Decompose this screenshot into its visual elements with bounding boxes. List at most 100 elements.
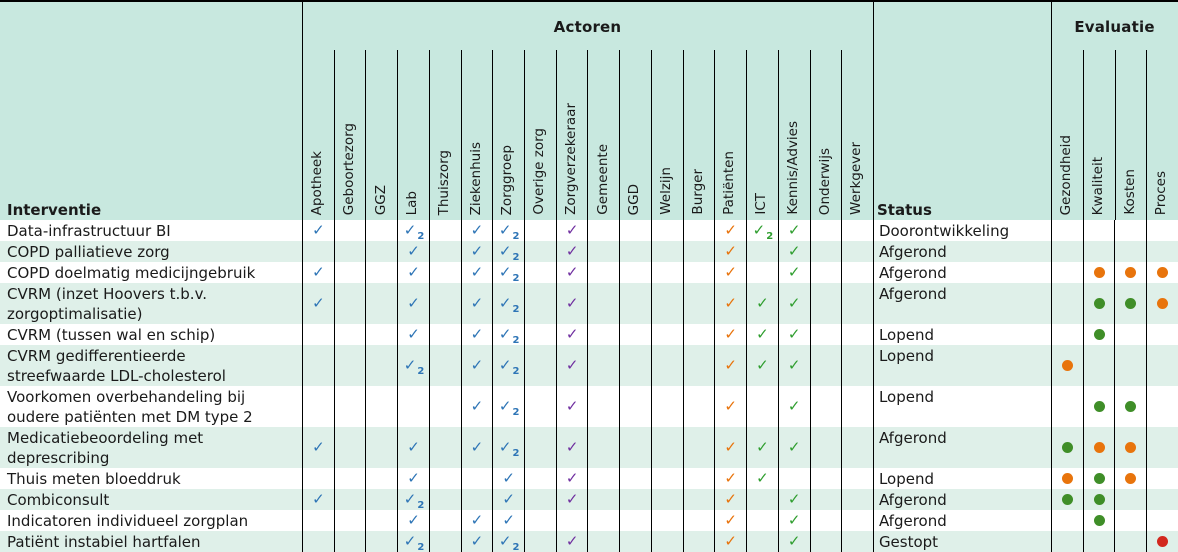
actor-cell: ✓ — [746, 324, 778, 345]
check-icon: ✓ — [787, 490, 801, 508]
check-icon: ✓ — [724, 263, 737, 281]
actor-cell — [650, 324, 683, 345]
actor-cell — [365, 531, 397, 552]
table-row: COPD doelmatig medicijngebruik ✓ ✓ ✓ ✓2 ✓ ✓ ✓ Af… — [0, 262, 1178, 283]
actor-cell — [524, 468, 556, 489]
actor-cell: ✓ — [397, 468, 429, 489]
evaluation-cell — [1050, 262, 1083, 283]
check-icon: ✓ — [787, 511, 801, 529]
actor-cell — [333, 510, 366, 531]
evaluation-cell — [1146, 241, 1178, 262]
evaluation-cell — [1050, 283, 1083, 324]
actor-cell: ✓2 — [397, 531, 429, 552]
evaluation-cell — [1050, 510, 1083, 531]
actor-cell — [333, 468, 366, 489]
evaluation-dot-orange — [1061, 360, 1073, 371]
evaluation-column-header: Proces — [1146, 171, 1178, 215]
check-icon: ✓ — [787, 532, 801, 550]
actor-cell — [333, 241, 366, 262]
actor-cell: ✓ — [460, 510, 493, 531]
actor-column-header: Lab — [397, 191, 429, 215]
actor-cell — [650, 241, 683, 262]
table-header: Actoren Evaluatie Interventie Status Apo… — [0, 2, 1178, 220]
actor-cell — [619, 468, 651, 489]
column-separator-line — [777, 50, 779, 220]
check-icon: ✓ — [407, 438, 420, 456]
actor-cell — [841, 531, 873, 552]
actor-cell — [682, 427, 715, 468]
status-value: Afgerond — [872, 283, 1051, 324]
check-icon: ✓ — [565, 263, 579, 281]
intervention-label: Voorkomen overbehandeling bij oudere pat… — [7, 387, 253, 426]
check-icon: ✓ — [470, 532, 484, 550]
actor-cell — [428, 220, 461, 241]
actor-cell: ✓ — [714, 531, 746, 552]
major-separator-line — [873, 2, 874, 220]
check-icon: ✓2 — [498, 242, 520, 263]
actor-cell: ✓ — [302, 220, 334, 241]
check-icon: ✓ — [724, 438, 737, 456]
check-icon: ✓ — [565, 221, 579, 239]
evaluation-dot-green — [1061, 442, 1073, 453]
evaluation-cell — [1146, 489, 1178, 510]
column-separator-line — [1146, 50, 1148, 220]
actor-cell — [619, 386, 651, 427]
actor-cell — [746, 241, 778, 262]
check-icon: ✓ — [407, 242, 420, 260]
actor-cell — [428, 386, 461, 427]
check-icon: ✓ — [312, 263, 325, 281]
check-icon: ✓ — [565, 397, 579, 415]
check-subscript: 2 — [512, 448, 520, 459]
actor-column-header-label: Welzijn — [658, 167, 675, 215]
actor-column-header-label: ICT — [753, 193, 770, 215]
actor-cell — [841, 283, 873, 324]
check-icon: ✓ — [756, 325, 769, 343]
table-body: Data-infrastructuur BI ✓ ✓2 ✓ ✓2 ✓ ✓ ✓2 ✓ Dooront… — [0, 220, 1178, 552]
column-separator-line — [492, 50, 494, 220]
evaluation-cell — [1050, 345, 1083, 386]
actor-cell — [809, 531, 842, 552]
actor-cell: ✓ — [777, 489, 810, 510]
evaluation-column-header: Kwaliteit — [1083, 157, 1115, 215]
evaluation-cell — [1146, 531, 1178, 552]
actor-cell: ✓ — [492, 489, 524, 510]
actor-cell — [397, 386, 429, 427]
actor-cell: ✓ — [555, 531, 588, 552]
check-icon: ✓ — [407, 294, 420, 312]
actor-cell — [619, 283, 651, 324]
check-icon: ✓ — [724, 294, 737, 312]
actor-column-header-label: Zorggroep — [499, 144, 516, 215]
actor-cell: ✓ — [746, 468, 778, 489]
actor-cell — [809, 262, 842, 283]
actor-cell: ✓2 — [492, 220, 524, 241]
actor-cell: ✓ — [302, 427, 334, 468]
actor-cell — [682, 241, 715, 262]
actor-cell — [428, 324, 461, 345]
actor-cell — [428, 489, 461, 510]
actor-cell: ✓ — [460, 324, 493, 345]
check-icon: ✓ — [787, 397, 801, 415]
evaluation-column-header: Kosten — [1115, 169, 1147, 215]
intervention-column-header: Interventie — [7, 201, 102, 219]
evaluation-cell — [1114, 345, 1146, 386]
evaluation-cell — [1114, 427, 1146, 468]
evaluation-dot-green — [1093, 515, 1105, 526]
actor-cell — [682, 531, 715, 552]
intervention-label: Indicatoren individueel zorgplan — [7, 511, 249, 530]
check-icon: ✓ — [470, 511, 484, 529]
table-row: Indicatoren individueel zorgplan ✓ ✓ ✓ ✓ ✓ Afg… — [0, 510, 1178, 531]
actor-cell — [302, 510, 334, 531]
actor-cell: ✓ — [555, 324, 588, 345]
actor-cell: ✓ — [460, 345, 493, 386]
actor-cell — [428, 510, 461, 531]
table-row: Data-infrastructuur BI ✓ ✓2 ✓ ✓2 ✓ ✓ ✓2 ✓ Dooront… — [0, 220, 1178, 241]
actor-cell — [587, 386, 619, 427]
evaluation-column-header-label: Kwaliteit — [1089, 156, 1106, 215]
actor-cell: ✓ — [714, 468, 746, 489]
actor-cell — [333, 220, 366, 241]
actor-cell: ✓ — [746, 283, 778, 324]
check-icon: ✓ — [565, 325, 579, 343]
actor-cell — [650, 345, 683, 386]
check-icon: ✓2 — [498, 263, 520, 284]
actor-cell: ✓ — [714, 427, 746, 468]
